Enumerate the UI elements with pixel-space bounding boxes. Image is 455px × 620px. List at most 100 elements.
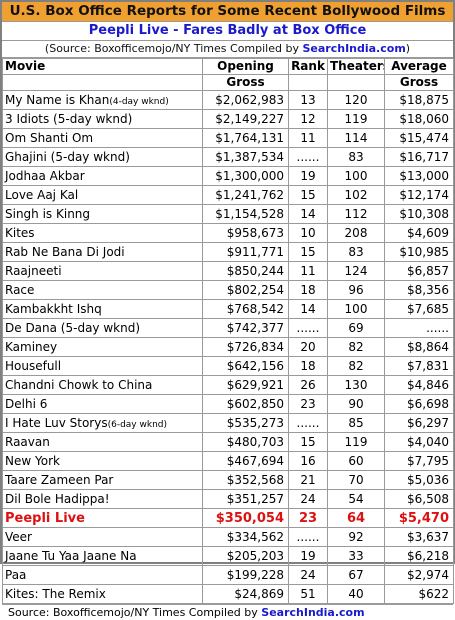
theaters-cell-text: 120 [344, 93, 368, 107]
average-gross-cell-text: $18,875 [399, 93, 449, 107]
theaters-cell: 100 [327, 299, 385, 319]
theaters-cell: 60 [327, 451, 385, 471]
theaters-cell-text: 40 [348, 587, 364, 601]
opening-gross-cell-text: $642,156 [226, 359, 284, 373]
table-row: Raavan $480,703 15 119 $4,040 [2, 432, 454, 452]
rank-cell-text: 24 [300, 568, 316, 582]
theaters-cell: 64 [327, 508, 385, 528]
rank-cell-text: 23 [300, 397, 316, 411]
average-gross-cell-text: $7,685 [407, 302, 449, 316]
col-header-theaters: Theaters [327, 58, 385, 75]
rank-cell-text: 11 [300, 264, 316, 278]
average-gross-cell: $10,985 [384, 242, 454, 262]
theaters-cell-text: 100 [344, 302, 368, 316]
opening-gross-cell-text: $480,703 [226, 435, 284, 449]
movie-cell-text: Jodhaa Akbar [5, 169, 85, 183]
table-row: Housefull $642,156 18 82 $7,831 [2, 356, 454, 376]
movie-cell: Singh is Kinng [2, 204, 203, 224]
movie-cell-text: Raajneeti [5, 264, 62, 278]
footer-link[interactable]: SearchIndia.com [261, 606, 365, 619]
theaters-cell: 119 [327, 109, 385, 129]
table-row: Veer $334,562...... 92 $3,637 [2, 527, 454, 547]
opening-gross-cell-text: $334,562 [226, 530, 284, 544]
opening-gross-cell-text: $726,834 [226, 340, 284, 354]
average-gross-cell: $18,875 [384, 90, 454, 110]
opening-gross-cell-text: $1,241,762 [215, 188, 284, 202]
average-gross-cell-text: $8,864 [407, 340, 449, 354]
table-row: Kites $958,673 10 208 $4,609 [2, 223, 454, 243]
opening-gross-cell: $629,921 [202, 375, 289, 395]
movie-cell: Veer [2, 527, 203, 547]
opening-gross-cell: $199,228 [202, 565, 289, 585]
average-gross-cell-text: $622 [418, 587, 449, 601]
rank-cell-text: 14 [300, 302, 316, 316]
theaters-cell: 112 [327, 204, 385, 224]
source-link[interactable]: SearchIndia.com [302, 42, 406, 55]
rank-cell-text: ...... [296, 416, 320, 430]
opening-gross-cell: $1,300,000 [202, 166, 289, 186]
rank-cell-text: 18 [300, 359, 316, 373]
opening-gross-cell-text: $2,062,983 [215, 93, 284, 107]
movie-cell: Raajneeti [2, 261, 203, 281]
average-gross-cell-text: $10,985 [399, 245, 449, 259]
col-header-avg-gross: Gross [384, 74, 454, 91]
average-gross-cell: $2,974 [384, 565, 454, 585]
col-header-movie-blank [2, 74, 203, 91]
movie-cell-text: Race [5, 283, 35, 297]
opening-gross-cell-text: $911,771 [226, 245, 284, 259]
movie-note: (4-day wknd) [109, 97, 169, 107]
theaters-cell: 70 [327, 470, 385, 490]
average-gross-cell: $7,795 [384, 451, 454, 471]
opening-gross-cell-text: $1,764,131 [215, 131, 284, 145]
average-gross-cell: $16,717 [384, 147, 454, 167]
table-row: Delhi 6 $602,850 23 90 $6,698 [2, 394, 454, 414]
theaters-cell-text: 83 [348, 150, 364, 164]
average-gross-cell-text: $6,297 [407, 416, 449, 430]
table-row: New York $467,694 16 60 $7,795 [2, 451, 454, 471]
theaters-cell: 67 [327, 565, 385, 585]
movie-cell: Jaane Tu Yaa Jaane Na [2, 546, 203, 566]
table-row: De Dana (5-day wknd) $742,377...... 69....… [2, 318, 454, 338]
rank-cell-text: 19 [300, 549, 316, 563]
average-gross-cell-text: $4,040 [407, 435, 449, 449]
rank-cell-text: 15 [300, 435, 316, 449]
theaters-cell-text: 124 [344, 264, 368, 278]
opening-gross-cell: $802,254 [202, 280, 289, 300]
table-header-row: Movie Opening Rank Theaters Average [2, 58, 454, 75]
opening-gross-cell: $1,387,534 [202, 147, 289, 167]
movie-cell-text: 3 Idiots (5-day wknd) [5, 112, 133, 126]
theaters-cell-text: 64 [346, 510, 366, 526]
theaters-cell-text: 119 [344, 435, 368, 449]
movie-cell-text: New York [5, 454, 60, 468]
average-gross-cell: $18,060 [384, 109, 454, 129]
movie-cell-text: Raavan [5, 435, 50, 449]
theaters-cell-text: 33 [348, 549, 364, 563]
movie-cell-text: Delhi 6 [5, 397, 48, 411]
col-header-movie: Movie [2, 58, 203, 75]
rank-cell: 23 [288, 394, 328, 414]
rank-cell-text: 21 [300, 473, 316, 487]
col-header-rank: Rank [288, 58, 328, 75]
table-row: Raajneeti $850,244 11 124 $6,857 [2, 261, 454, 281]
theaters-cell-text: 83 [348, 245, 364, 259]
box-office-table: Movie Opening Rank Theaters Average Gros… [2, 58, 454, 604]
col-header-average: Average [384, 58, 454, 75]
table-row: My Name is Khan(4-day wknd) $2,062,983 13 1… [2, 90, 454, 110]
rank-cell-text: 14 [300, 207, 316, 221]
page-subtitle: Peepli Live - Fares Badly at Box Office [2, 22, 453, 41]
theaters-cell: 119 [327, 432, 385, 452]
rank-cell: ...... [288, 147, 328, 167]
movie-cell-text: Singh is Kinng [5, 207, 91, 221]
opening-gross-cell-text: $742,377 [226, 321, 284, 335]
rank-cell: ...... [288, 527, 328, 547]
average-gross-cell: $8,356 [384, 280, 454, 300]
rank-cell-text: 15 [300, 245, 316, 259]
opening-gross-cell: $742,377 [202, 318, 289, 338]
opening-gross-cell: $334,562 [202, 527, 289, 547]
opening-gross-cell-text: $350,054 [215, 510, 284, 526]
table-row: Kambakkht Ishq $768,542 14 100 $7,685 [2, 299, 454, 319]
opening-gross-cell-text: $24,869 [234, 587, 284, 601]
average-gross-cell-text: $10,308 [399, 207, 449, 221]
average-gross-cell-text: $2,974 [407, 568, 449, 582]
movie-cell-text: De Dana (5-day wknd) [5, 321, 141, 335]
